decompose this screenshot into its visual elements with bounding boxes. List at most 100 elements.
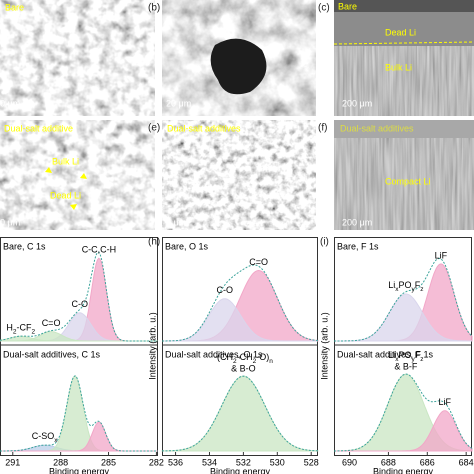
x-tick-label: 690	[342, 457, 357, 467]
plot-frame	[334, 237, 472, 456]
envelope	[334, 373, 473, 452]
sem-text: Dead Li	[385, 27, 416, 37]
panel-label: (b)	[148, 3, 160, 14]
scale-bar: 0 μm	[0, 98, 20, 108]
x-tick-label: 534	[202, 457, 217, 467]
peak-label: C-O	[72, 299, 89, 309]
label-part: x	[54, 437, 58, 444]
subplot-title: Dual-salt additives, C 1s	[3, 349, 101, 359]
x-tick-label: 288	[53, 457, 68, 467]
x-tick-label: 684	[459, 457, 474, 467]
panel-label: (f)	[318, 123, 327, 134]
peak-label: C=O	[249, 257, 268, 267]
x-axis-label: Binding energy	[210, 466, 271, 474]
subplot-title: Bare, F 1s	[337, 241, 379, 251]
label-part: z	[420, 356, 423, 363]
label-part: -O)	[256, 352, 269, 362]
peak-label: H2-CF2	[6, 323, 35, 335]
label-part: x	[395, 286, 399, 293]
peak-note: & B-F	[394, 362, 418, 372]
sem-text: Bare	[5, 2, 24, 12]
sem-image	[334, 120, 474, 230]
peak-label: -(CH2-CH2-O)n	[214, 352, 273, 364]
x-tick-label: 528	[304, 457, 319, 467]
label-part: 2	[253, 358, 257, 365]
sem-image	[334, 46, 474, 116]
x-tick-label: 532	[236, 457, 251, 467]
sem-text: Dual-salt additives	[167, 123, 241, 133]
sem-images	[0, 0, 474, 230]
panel-label: (h)	[148, 237, 160, 248]
sem-layer	[334, 120, 474, 138]
envelope	[334, 258, 473, 342]
sem-text: Dual-salt additives	[340, 123, 414, 133]
label-part: F	[415, 351, 421, 361]
x-tick-label: 688	[381, 457, 396, 467]
sem-text: Bare	[338, 1, 357, 11]
label-part: PO	[399, 280, 412, 290]
peak	[0, 375, 158, 452]
sem-text: Bulk Li	[52, 156, 79, 166]
boundary-line	[333, 41, 474, 45]
peak-label: LixPOyFz	[388, 280, 423, 292]
label-part: 2	[233, 358, 237, 365]
label-part: n	[269, 358, 273, 365]
plot-frame	[0, 237, 158, 456]
peak	[162, 298, 318, 342]
x-tick-label: 291	[5, 457, 20, 467]
x-tick-label: 530	[270, 457, 285, 467]
subplot-title: Bare, C 1s	[3, 241, 46, 251]
label-part: x	[395, 356, 399, 363]
sem-image	[0, 120, 155, 230]
panel-label: (e)	[148, 123, 160, 134]
x-tick-label: 536	[168, 457, 183, 467]
peak-note: & B-O	[231, 363, 256, 373]
peak-label: C=O	[42, 318, 61, 328]
subplot-title: Bare, O 1s	[165, 241, 209, 251]
subplot-title: Dual-salt additives, F 1s	[337, 349, 434, 359]
label-part: H	[6, 323, 13, 333]
scale-bar: 0 μm	[0, 217, 20, 227]
scale-bar: 5 μm	[166, 217, 186, 227]
envelope	[0, 375, 158, 452]
peak-label: C-SOx	[32, 432, 59, 444]
sem-text: Compact Li	[385, 176, 431, 186]
sem-pore	[210, 38, 267, 95]
label-part: -CF	[16, 323, 31, 333]
sem-text: Dual-salt additive	[4, 123, 73, 133]
peak-label: C-O	[216, 285, 233, 295]
label-part: -(CH	[214, 352, 233, 362]
peak	[161, 375, 319, 452]
y-axis-label: Intensity (arb. u.)	[147, 312, 157, 380]
peak	[0, 421, 158, 452]
panel-label: (c)	[318, 3, 330, 14]
x-axis-label: Binding energy	[373, 466, 434, 474]
subplot-title: Dual-salt additives, O 1s	[165, 349, 263, 359]
scale-bar: 200 μm	[342, 98, 372, 108]
scale-bar: 20 μm	[166, 98, 191, 108]
label-part: y	[412, 286, 416, 293]
peak	[0, 335, 158, 342]
label-part: PO	[399, 351, 412, 361]
peak-label: LixPOyFz	[388, 351, 423, 363]
label-part: Li	[388, 351, 395, 361]
label-part: C-SO	[32, 432, 55, 442]
sem-image	[162, 120, 316, 230]
label-part: -CH	[237, 352, 253, 362]
x-tick-label: 285	[101, 457, 116, 467]
envelope	[162, 264, 319, 342]
sem-text: Bulk Li	[385, 62, 412, 72]
peak	[334, 293, 472, 342]
label-part: y	[412, 356, 416, 363]
x-axis-label: Binding energy	[49, 466, 110, 474]
peak	[334, 410, 473, 452]
y-axis-label: Intensity (arb. u.)	[319, 312, 329, 380]
peak-label: LiF	[435, 250, 448, 260]
plot-frame	[162, 237, 318, 456]
sem-text: Dead Li	[50, 190, 81, 200]
sem-image	[0, 0, 155, 116]
panel-label: (i)	[320, 237, 329, 248]
label-part: Li	[388, 280, 395, 290]
sem-layer	[334, 12, 474, 46]
